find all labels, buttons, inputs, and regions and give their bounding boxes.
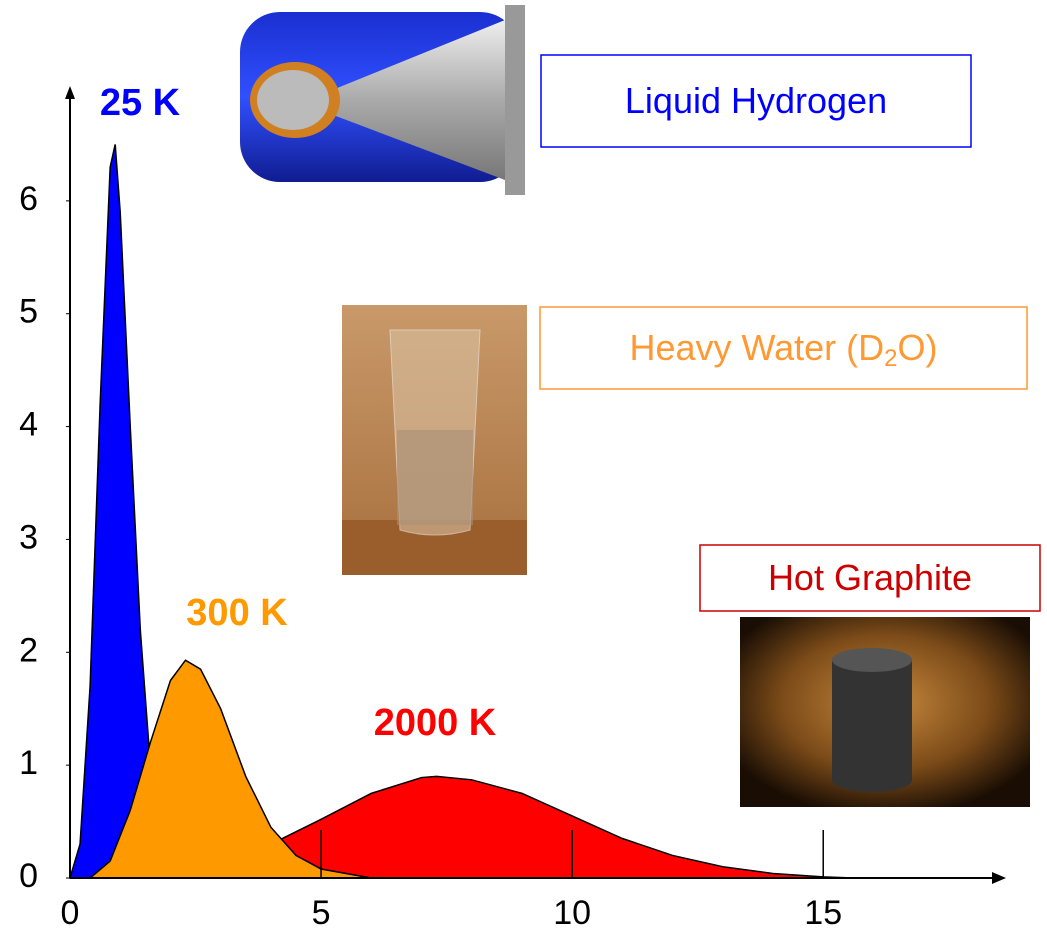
graphite-image bbox=[740, 617, 1030, 807]
y-tick-label: 4 bbox=[19, 406, 38, 444]
y-tick-label: 1 bbox=[19, 744, 38, 782]
label-text-part: O) bbox=[898, 327, 938, 368]
y-tick-label: 3 bbox=[19, 518, 38, 556]
label-text-part: Hot Graphite bbox=[768, 557, 972, 598]
y-tick-label: 5 bbox=[19, 293, 38, 331]
hydrogen-tank-image bbox=[240, 5, 525, 195]
x-tick-label: 10 bbox=[553, 894, 591, 932]
label-text: Heavy Water (D2O) bbox=[629, 327, 937, 373]
label-text-part: Heavy Water (D bbox=[629, 327, 884, 368]
y-tick-label: 2 bbox=[19, 631, 38, 669]
heavy-water-image bbox=[342, 305, 527, 575]
series-label: 2000 K bbox=[374, 702, 497, 744]
x-tick-label: 15 bbox=[804, 894, 842, 932]
y-tick-label: 0 bbox=[19, 857, 38, 895]
label-box bbox=[539, 306, 1028, 390]
plot-area: 2000 K 25 K 300 K bbox=[68, 82, 854, 879]
series-label: 25 K bbox=[100, 82, 181, 124]
label-box bbox=[540, 54, 972, 148]
label-text: Hot Graphite bbox=[768, 557, 972, 598]
label-text-part: 2 bbox=[884, 345, 897, 372]
series-label: 300 K bbox=[186, 592, 288, 634]
x-tick-label: 0 bbox=[61, 894, 80, 932]
label-text: Liquid Hydrogen bbox=[625, 80, 887, 121]
x-tick-label: 5 bbox=[312, 894, 331, 932]
y-tick-label: 6 bbox=[19, 180, 38, 218]
label-box bbox=[699, 544, 1041, 612]
axes: 0 5 10 15 0 1 2 3 4 5 6 bbox=[19, 86, 1006, 932]
label-text-part: Liquid Hydrogen bbox=[625, 80, 887, 121]
legend-boxes: Liquid Hydrogen Heavy Water (D2O) Hot Grap… bbox=[539, 54, 1041, 612]
area bbox=[88, 659, 372, 879]
